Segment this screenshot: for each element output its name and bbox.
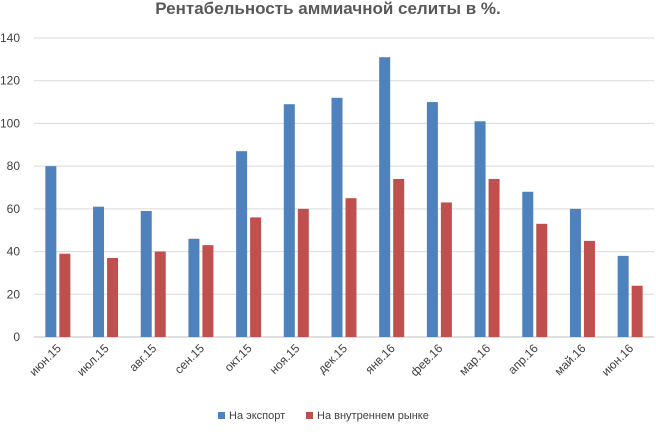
y-tick-label: 140 (0, 31, 20, 45)
x-tick-label: июл.15 (74, 341, 112, 379)
grid-lines (34, 37, 654, 338)
bar-domestic (536, 223, 548, 337)
bars (45, 57, 643, 338)
y-tick-label: 0 (13, 330, 20, 344)
bar-domestic (154, 251, 166, 337)
bar-domestic (297, 208, 309, 337)
bar-domestic (250, 217, 262, 337)
x-tick-label: сен.15 (172, 341, 208, 377)
bar-domestic (393, 178, 405, 337)
bar-export (522, 191, 534, 337)
bar-export (45, 166, 57, 337)
chart-title: Рентабельность аммиачной селиты в %. (155, 0, 501, 18)
bar-export (379, 57, 391, 337)
y-tick-label: 100 (0, 116, 20, 130)
x-tick-label: янв.16 (362, 341, 398, 377)
y-tick-label: 80 (7, 159, 21, 173)
y-axis: 0 20 40 60 80 100 120 140 (0, 31, 20, 344)
y-tick-label: 120 (0, 74, 20, 88)
x-tick-label: авг.15 (126, 341, 159, 374)
x-axis: июн.15 июл.15 авг.15 сен.15 окт.15 ноя.15 дек.… (26, 341, 636, 379)
bar-domestic (440, 202, 452, 337)
legend: На экспорт На внутреннем рынке (218, 410, 429, 422)
y-tick-label: 40 (7, 245, 21, 259)
legend-label: На внутреннем рынке (317, 410, 429, 422)
y-tick-label: 60 (7, 202, 21, 216)
bar-export (569, 208, 581, 337)
bar-export (617, 255, 629, 337)
bar-export (331, 97, 343, 337)
legend-swatch (306, 412, 313, 419)
legend-label: На экспорт (229, 410, 285, 422)
bar-domestic (631, 285, 643, 337)
bar-domestic (345, 198, 357, 337)
bar-export (188, 238, 200, 337)
x-tick-label: дек.15 (315, 341, 350, 376)
bar-export (474, 121, 486, 338)
x-tick-label: ноя.15 (267, 341, 303, 377)
bar-export (236, 151, 248, 337)
bar-domestic (583, 240, 595, 337)
x-tick-label: июн.15 (26, 341, 64, 379)
x-tick-label: мар.16 (456, 341, 493, 378)
bar-domestic (59, 253, 71, 337)
x-tick-label: окт.15 (222, 341, 255, 374)
bar-export (140, 210, 152, 337)
x-tick-label: фев.16 (408, 341, 446, 379)
bar-domestic (107, 257, 119, 337)
x-tick-label: июн.16 (599, 341, 637, 379)
bar-export (283, 104, 295, 337)
bar-export (426, 102, 438, 337)
x-tick-label: май.16 (552, 341, 589, 378)
bar-export (93, 206, 105, 337)
legend-swatch (218, 412, 225, 419)
x-tick-label: апр.16 (505, 341, 541, 377)
bar-domestic (202, 245, 214, 337)
bar-domestic (488, 178, 500, 337)
y-tick-label: 20 (7, 287, 21, 301)
